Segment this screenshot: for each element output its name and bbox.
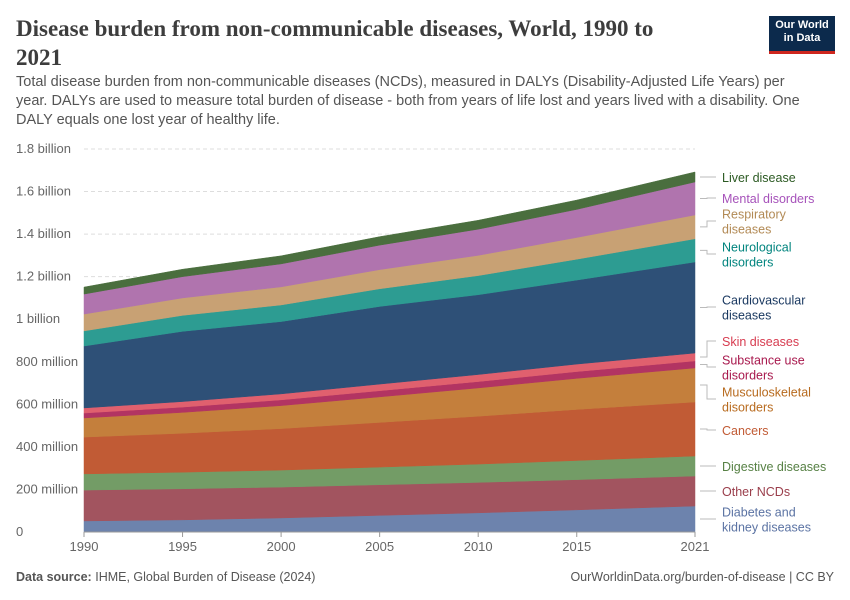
x-tick-label: 2000 — [267, 539, 296, 554]
footer-link[interactable]: OurWorldinData.org/burden-of-disease | C… — [570, 570, 834, 584]
y-tick-label: 1.4 billion — [16, 226, 71, 241]
series-label: Digestive diseases — [722, 460, 826, 474]
y-tick-label: 1.6 billion — [16, 184, 71, 199]
y-tick-label: 200 million — [16, 481, 78, 496]
y-tick-label: 800 million — [16, 354, 78, 369]
series-label: Neurological — [722, 241, 791, 255]
source-label: Data source: — [16, 570, 92, 584]
y-tick-label: 1.2 billion — [16, 269, 71, 284]
series-label: diseases — [722, 309, 771, 323]
series-label: Liver disease — [722, 171, 796, 185]
x-tick-label: 2015 — [562, 539, 591, 554]
series-label: Respiratory — [722, 208, 787, 222]
x-tick-label: 1990 — [70, 539, 99, 554]
series-label: Substance use — [722, 354, 805, 368]
series-label: disorders — [722, 256, 773, 270]
y-tick-label: 600 million — [16, 396, 78, 411]
source-text[interactable]: IHME, Global Burden of Disease (2024) — [95, 570, 316, 584]
series-label: Cancers — [722, 424, 769, 438]
area-liver-disease — [83, 171, 696, 295]
x-tick-label: 2005 — [365, 539, 394, 554]
label-connector — [700, 249, 716, 255]
owid-logo[interactable]: Our World in Data — [769, 16, 835, 54]
label-connector — [700, 363, 716, 368]
y-tick-label: 400 million — [16, 439, 78, 454]
x-tick-label: 2010 — [464, 539, 493, 554]
series-label: Cardiovascular — [722, 294, 805, 308]
y-tick-label: 1 billion — [16, 311, 60, 326]
data-source: Data source: IHME, Global Burden of Dise… — [16, 570, 315, 584]
series-label: diseases — [722, 223, 771, 237]
series-label: kidney diseases — [722, 521, 811, 535]
series-label: Musculoskeletal — [722, 386, 811, 400]
label-connector — [700, 340, 716, 358]
series-label: Mental disorders — [722, 192, 814, 206]
label-connector — [700, 384, 716, 400]
x-tick-label: 2021 — [681, 539, 710, 554]
x-tick-label: 1995 — [168, 539, 197, 554]
label-connector — [700, 428, 716, 431]
series-label: Skin diseases — [722, 335, 799, 349]
y-tick-label: 1.8 billion — [16, 141, 71, 156]
label-connector — [700, 306, 716, 309]
chart-title: Disease burden from non-communicable dis… — [16, 16, 654, 70]
y-tick-label: 0 — [16, 524, 23, 539]
logo-text: Our World in Data — [775, 19, 829, 44]
series-label: Other NCDs — [722, 485, 790, 499]
series-label: disorders — [722, 401, 773, 415]
label-connector — [700, 220, 716, 228]
chart-subtitle: Total disease burden from non-communicab… — [16, 74, 800, 128]
series-label: Diabetes and — [722, 506, 796, 520]
series-label: disorders — [722, 369, 773, 383]
